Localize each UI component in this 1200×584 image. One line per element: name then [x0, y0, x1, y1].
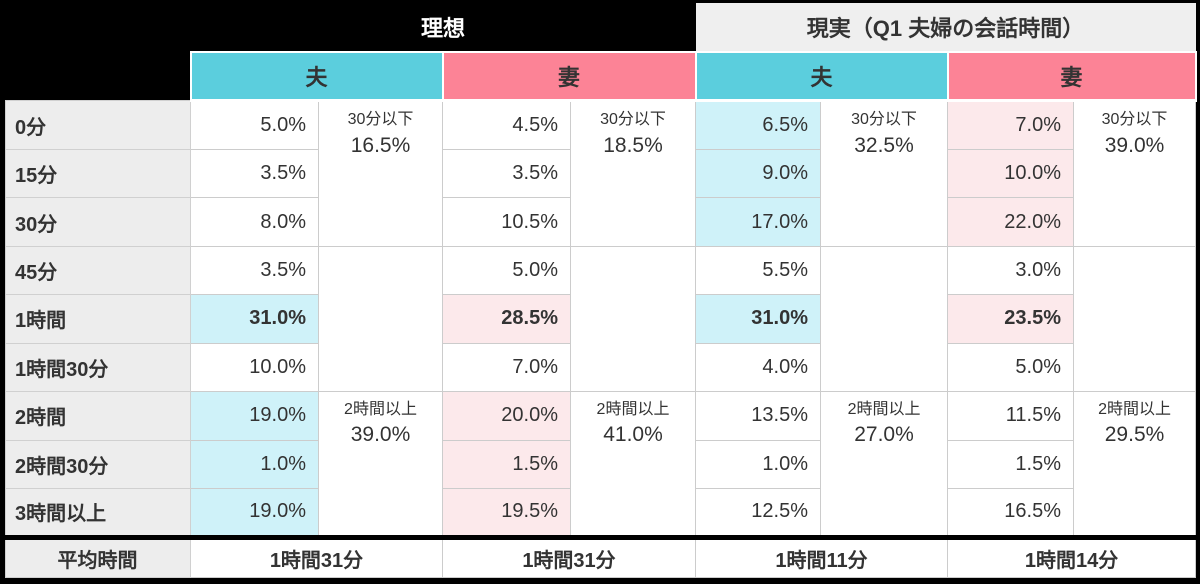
value-ideal-husband: 5.0% [190, 100, 319, 150]
header-row-groups: 理想 現実（Q1 夫婦の会話時間） [5, 3, 1196, 101]
group-cell-empty [1073, 245, 1197, 393]
col-header-real-husband: 夫 [694, 51, 949, 103]
value-ideal-wife: 7.0% [442, 342, 571, 393]
corner-cell [5, 3, 191, 101]
group-label: 2時間以上 [344, 401, 417, 419]
group-label: 30分以下 [851, 111, 917, 129]
table-row-2hour: 2時間 19.0% 2時間以上 39.0% 20.0% 2時間以上 41.0% … [5, 391, 1197, 538]
value-real-husband: 4.0% [695, 342, 822, 393]
value-real-wife: 11.5% [947, 391, 1075, 441]
group-cell-real-husband-over2h: 2時間以上 27.0% [820, 391, 949, 538]
group-cell-real-wife-over2h: 2時間以上 29.5% [1073, 391, 1197, 538]
value-ideal-husband: 19.0% [190, 488, 319, 538]
average-real-wife: 1時間14分 [947, 534, 1197, 578]
value-ideal-husband: 10.0% [190, 342, 319, 393]
table-row-45min: 45分 3.5% 5.0% 5.5% 3.0% [5, 245, 1197, 393]
col-header-ideal-wife: 妻 [441, 51, 697, 103]
group-label: 30分以下 [1101, 111, 1168, 129]
value-real-wife: 3.0% [947, 245, 1075, 296]
group-cell-ideal-wife-over2h: 2時間以上 41.0% [569, 391, 697, 538]
value-real-wife: 1.5% [947, 439, 1075, 490]
row-label: 0分 [5, 100, 191, 150]
group-cell-real-husband-under30: 30分以下 32.5% [820, 100, 949, 247]
table-row-15min: 15分 3.5% 3.5% 9.0% 10.0% [5, 148, 1196, 199]
group-value: 29.5% [1104, 423, 1165, 447]
value-real-husband: 1.0% [695, 439, 822, 490]
group-value: 39.0% [350, 423, 411, 447]
value-real-husband: 9.0% [695, 148, 822, 199]
value-ideal-husband: 8.0% [190, 197, 319, 247]
value-real-husband-highlight: 31.0% [695, 294, 822, 344]
col-header-ideal-husband: 夫 [189, 51, 444, 103]
value-ideal-wife: 20.0% [442, 391, 571, 441]
group-header-ideal: 理想 [190, 3, 696, 53]
value-real-wife-highlight: 23.5% [947, 294, 1075, 344]
value-real-husband: 6.5% [695, 100, 822, 150]
group-value: 16.5% [350, 133, 411, 157]
value-ideal-wife: 10.5% [442, 197, 571, 247]
group-cell-real-wife-under30: 30分以下 39.0% [1073, 100, 1197, 247]
value-real-wife: 22.0% [947, 197, 1075, 247]
group-label: 2時間以上 [847, 401, 921, 419]
value-real-wife: 5.0% [947, 342, 1075, 393]
row-label: 2時間 [5, 391, 191, 441]
table-row-average: 平均時間 1時間31分 1時間31分 1時間11分 1時間14分 [5, 534, 1197, 578]
row-label: 1時間 [5, 294, 191, 344]
group-cell-empty [318, 245, 443, 393]
value-ideal-wife-highlight: 28.5% [442, 294, 571, 344]
average-row-label: 平均時間 [5, 534, 191, 578]
row-label: 2時間30分 [5, 439, 191, 490]
group-label: 30分以下 [347, 111, 414, 129]
value-ideal-wife: 1.5% [442, 439, 571, 490]
group-header-reality: 現実（Q1 夫婦の会話時間） [695, 3, 1196, 54]
group-value: 27.0% [854, 423, 914, 447]
row-label: 45分 [5, 245, 191, 296]
value-ideal-husband: 3.5% [190, 148, 319, 199]
value-real-husband: 5.5% [695, 245, 822, 296]
value-ideal-husband-highlight: 31.0% [190, 294, 319, 344]
table-row-3hour-plus: 3時間以上 19.0% 19.5% 12.5% 16.5% [5, 488, 1196, 538]
group-label: 30分以下 [600, 111, 666, 129]
group-value: 18.5% [603, 133, 663, 157]
average-real-husband: 1時間11分 [695, 534, 949, 578]
row-label: 1時間30分 [5, 342, 191, 393]
conversation-time-table: 理想 現実（Q1 夫婦の会話時間） 夫 妻 夫 妻 0分 5.0% 30分以下 … [5, 3, 1197, 578]
value-ideal-husband: 1.0% [190, 439, 319, 490]
value-real-husband: 12.5% [695, 488, 822, 538]
average-ideal-wife: 1時間31分 [441, 534, 697, 578]
group-label: 2時間以上 [1098, 401, 1171, 419]
value-ideal-wife: 5.0% [442, 245, 571, 296]
value-ideal-wife: 3.5% [442, 148, 571, 199]
value-real-husband: 17.0% [695, 197, 822, 247]
group-value: 32.5% [854, 133, 914, 157]
value-real-wife: 10.0% [947, 148, 1075, 199]
value-real-wife: 16.5% [947, 488, 1075, 538]
group-cell-empty [820, 245, 949, 393]
value-ideal-wife: 4.5% [442, 100, 571, 150]
col-header-real-wife: 妻 [946, 51, 1197, 103]
group-cell-ideal-husband-under30: 30分以下 16.5% [318, 100, 443, 247]
value-ideal-husband: 19.0% [190, 391, 319, 441]
table-row-30min: 30分 8.0% 10.5% 17.0% 22.0% [5, 197, 1196, 247]
header-row-spouse: 夫 妻 夫 妻 [6, 51, 1197, 103]
group-cell-empty [569, 245, 697, 393]
table-row-1hour30min: 1時間30分 10.0% 7.0% 4.0% 5.0% [5, 342, 1196, 393]
row-label: 30分 [5, 197, 191, 247]
value-ideal-husband: 3.5% [190, 245, 319, 296]
row-label: 15分 [5, 148, 191, 199]
row-label: 3時間以上 [5, 488, 191, 538]
table-row-1hour: 1時間 31.0% 28.5% 31.0% 23.5% [5, 294, 1196, 344]
average-ideal-husband: 1時間31分 [190, 534, 443, 578]
table-row-0min: 0分 5.0% 30分以下 16.5% 4.5% 30分以下 18.5% 6.5… [5, 100, 1197, 247]
group-value: 41.0% [603, 423, 663, 447]
table-row-2hour30min: 2時間30分 1.0% 1.5% 1.0% 1.5% [5, 439, 1196, 490]
group-value: 39.0% [1104, 133, 1165, 157]
value-real-wife: 7.0% [947, 100, 1075, 150]
group-cell-ideal-husband-over2h: 2時間以上 39.0% [318, 391, 443, 538]
value-real-husband: 13.5% [695, 391, 822, 441]
group-cell-ideal-wife-under30: 30分以下 18.5% [569, 100, 697, 247]
value-ideal-wife: 19.5% [442, 488, 571, 538]
group-label: 2時間以上 [596, 401, 670, 419]
